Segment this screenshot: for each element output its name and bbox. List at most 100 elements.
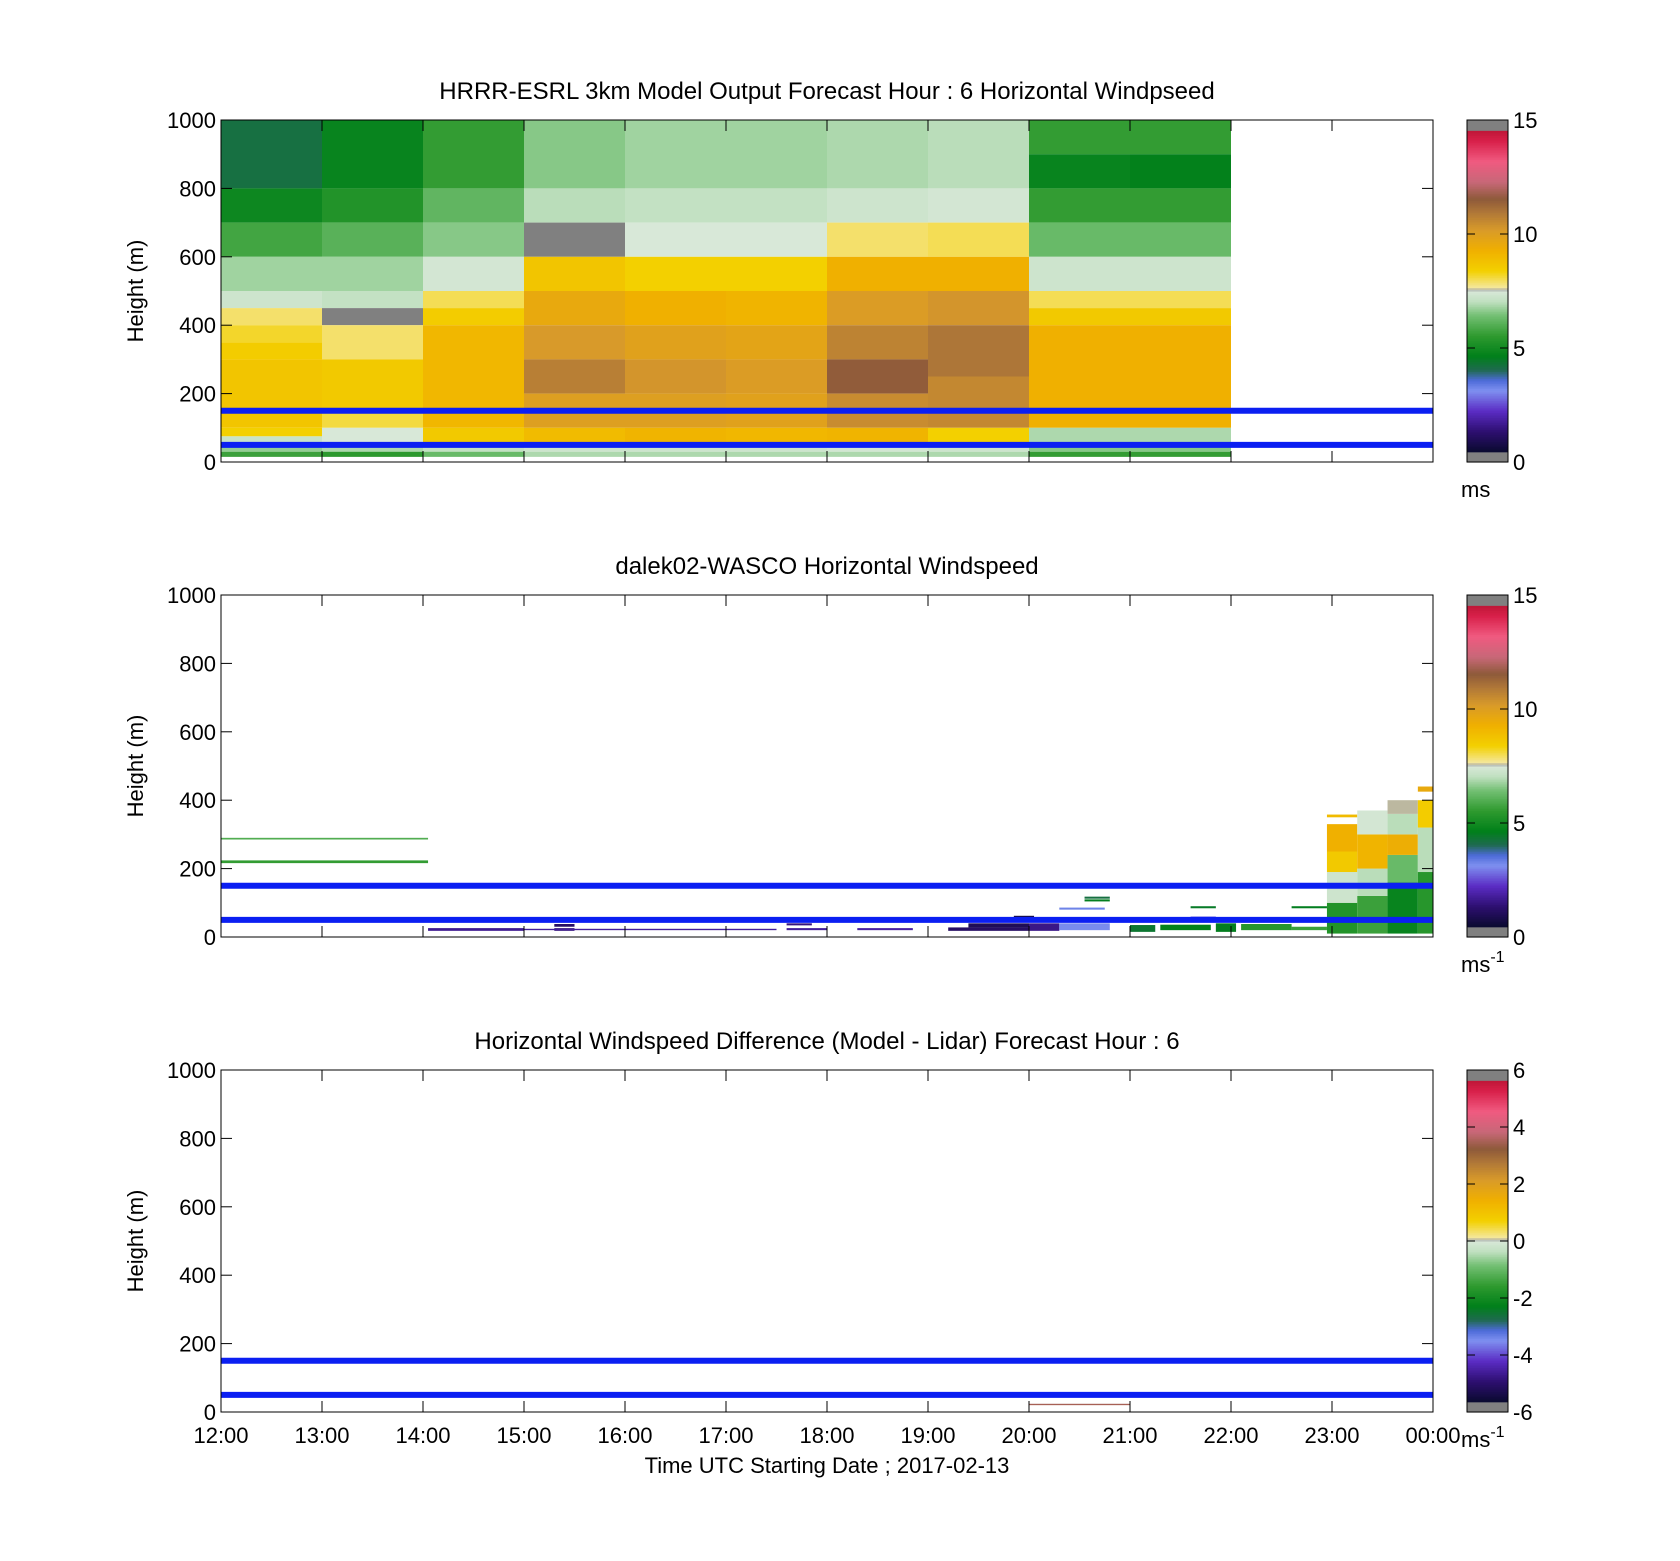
colorbar-segment [1467, 615, 1508, 618]
colorbar-segment [1467, 1319, 1508, 1322]
heatmap-cell [1357, 895, 1388, 934]
colorbar-segment [1467, 760, 1508, 764]
colorbar-segment [1467, 161, 1508, 164]
colorbar-segment [1467, 289, 1508, 292]
colorbar-segment [1467, 291, 1508, 294]
colorbar-segment [1467, 297, 1508, 301]
colorbar-segment [1467, 836, 1508, 839]
colorbar-segment [1467, 410, 1508, 414]
colorbar-segment [1467, 227, 1508, 231]
colorbar-segment [1467, 1222, 1508, 1225]
colorbar-segment [1467, 866, 1508, 870]
colorbar-segment [1467, 200, 1508, 203]
colorbar-segment [1467, 810, 1508, 813]
colorbar-segment [1467, 1247, 1508, 1251]
colorbar-segment [1467, 1215, 1508, 1218]
colorbar-segment [1467, 666, 1508, 670]
colorbar-tick-label: 10 [1513, 697, 1537, 722]
colorbar: 0 5 10 15 ms-1 [1461, 583, 1537, 977]
colorbar-segment [1467, 1230, 1508, 1234]
colorbar-segment [1467, 1152, 1508, 1155]
heatmap-cell [827, 427, 928, 444]
colorbar-segment [1467, 431, 1508, 434]
colorbar-segment [1467, 420, 1508, 424]
colorbar-segment [1467, 458, 1508, 461]
colorbar-segment [1467, 807, 1508, 810]
colorbar-segment [1467, 249, 1508, 253]
colorbar-segment [1467, 1073, 1508, 1076]
colorbar-segment [1467, 622, 1508, 625]
colorbar-segment [1467, 603, 1508, 606]
colorbar-segment [1467, 1169, 1508, 1172]
colorbar-segment [1467, 397, 1508, 400]
colorbar-segment [1467, 1121, 1508, 1124]
colorbar-segment [1467, 1254, 1508, 1257]
heatmap-cell [968, 923, 1029, 928]
colorbar-segment [1467, 1285, 1508, 1288]
heatmap-cell [524, 451, 625, 457]
colorbar-segment [1467, 408, 1508, 412]
colorbar-segment [1467, 260, 1508, 263]
colorbar-segment [1467, 460, 1508, 463]
colorbar-segment [1467, 256, 1508, 260]
heatmap-cell [1387, 834, 1418, 855]
colorbar-segment [1467, 1410, 1508, 1413]
colorbar-segment [1467, 371, 1508, 374]
colorbar-segment [1467, 1189, 1508, 1193]
colorbar-segment [1467, 362, 1508, 366]
colorbar-segment [1467, 1172, 1508, 1175]
colorbar-segment [1467, 311, 1508, 314]
colorbar-segment [1467, 326, 1508, 330]
colorbar-segment [1467, 1112, 1508, 1116]
colorbar-segment [1467, 128, 1508, 131]
colorbar-segment [1467, 335, 1508, 338]
colorbar-segment [1467, 865, 1508, 868]
heatmap-cell [322, 308, 423, 326]
colorbar-segment [1467, 665, 1508, 668]
colorbar-segment [1467, 268, 1508, 272]
colorbar-segment [1467, 385, 1508, 388]
colorbar-segment [1467, 178, 1508, 181]
colorbar-segment [1467, 191, 1508, 195]
colorbar-segment [1467, 226, 1508, 229]
heatmap-cell [1387, 813, 1418, 835]
colorbar-segment [1467, 142, 1508, 145]
colorbar-segment [1467, 914, 1508, 918]
colorbar-segment [1467, 137, 1508, 140]
colorbar-segment [1467, 1198, 1508, 1201]
colorbar-segment [1467, 258, 1508, 261]
colorbar-segment [1467, 877, 1508, 880]
colorbar-segment [1467, 637, 1508, 641]
heatmap-cell [322, 444, 423, 452]
colorbar-segment [1467, 402, 1508, 405]
colorbar-segment [1467, 427, 1508, 431]
heatmap-cell [221, 120, 322, 189]
heatmap-cell [827, 325, 928, 360]
colorbar-segment [1467, 272, 1508, 275]
y-tick-label: 0 [204, 1400, 216, 1425]
colorbar-segment [1467, 766, 1508, 769]
colorbar-segment [1467, 596, 1508, 600]
colorbar-segment [1467, 284, 1508, 287]
colorbar-segment [1467, 1394, 1508, 1398]
colorbar-segment [1467, 663, 1508, 666]
heatmap-cell [1029, 451, 1130, 457]
colorbar-segment [1467, 1335, 1508, 1338]
heatmap-cell [1130, 444, 1231, 452]
colorbar-segment [1467, 333, 1508, 337]
colorbar-unit-superscript: -1 [1490, 949, 1504, 966]
colorbar-segment [1467, 1263, 1508, 1266]
colorbar-segment [1467, 207, 1508, 210]
colorbar-segment [1467, 636, 1508, 639]
colorbar-segment [1467, 212, 1508, 215]
colorbar-segment [1467, 742, 1508, 745]
y-axis-label: Height (m) [123, 240, 148, 343]
panel-3: Horizontal Windspeed Difference (Model -… [123, 1028, 1533, 1478]
heatmap-cell [726, 120, 827, 189]
colorbar-segment [1467, 1264, 1508, 1268]
colorbar-segment [1467, 1225, 1508, 1228]
colorbar-segment [1467, 277, 1508, 280]
colorbar-segment [1467, 771, 1508, 774]
colorbar-segment [1467, 1097, 1508, 1100]
colorbar-segment [1467, 1181, 1508, 1184]
